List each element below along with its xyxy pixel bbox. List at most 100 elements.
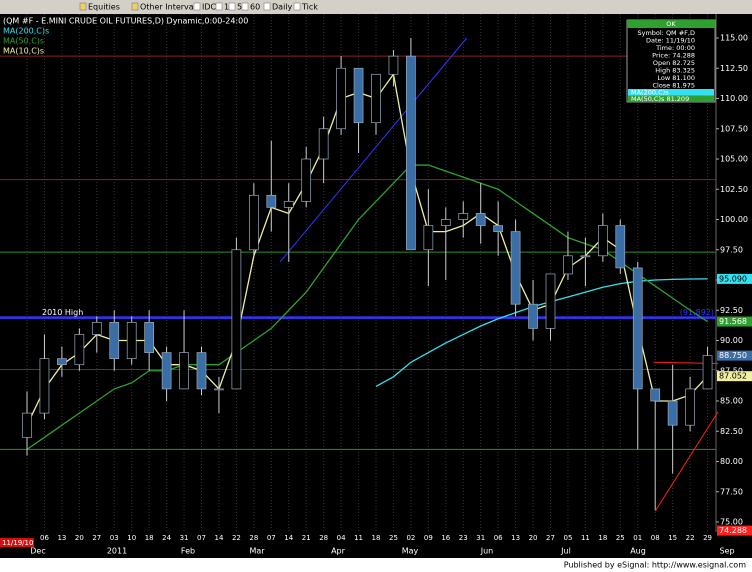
info-row: Price: 74.288 <box>652 52 695 60</box>
y-tick-label: 110.00 <box>720 94 748 103</box>
y-tick-label: 97.50 <box>720 245 743 254</box>
level-value: (91.892) <box>680 308 714 317</box>
y-tick-label: 75.00 <box>720 518 743 527</box>
candle-body <box>528 303 538 329</box>
price-badge-label: 95.090 <box>719 274 747 283</box>
x-tick-label: 16 <box>441 534 450 542</box>
x-tick-label: 25 <box>616 534 625 542</box>
x-tick-label: 14 <box>214 534 223 542</box>
candle-body <box>563 255 573 275</box>
candle-body <box>650 388 661 402</box>
price-badge-label: 87.052 <box>719 372 747 381</box>
price-badge <box>717 371 752 382</box>
level-label: 2010 High <box>42 308 83 317</box>
candle-body <box>632 267 643 390</box>
date-badge-bg <box>0 538 34 547</box>
x-tick-label: 07 <box>197 534 206 542</box>
candle-body <box>91 322 102 335</box>
x-tick-label: 04 <box>337 534 346 542</box>
toolbar-item: Tick <box>301 3 318 12</box>
info-row: Open 82.725 <box>653 59 695 67</box>
candle-body <box>161 352 172 390</box>
month-label: May <box>402 547 419 556</box>
candle-body <box>353 67 364 124</box>
y-tick-label: 92.50 <box>720 306 743 315</box>
candle-body <box>57 358 67 366</box>
x-tick-label: 10 <box>127 534 136 542</box>
candle-body <box>458 213 469 220</box>
price-badge-label: 91.568 <box>719 317 747 326</box>
y-tick-label: 82.50 <box>720 427 743 436</box>
x-tick-label: 31 <box>180 534 189 542</box>
candle-body <box>126 322 137 360</box>
x-tick-label: 02 <box>406 534 415 542</box>
x-tick-label: 27 <box>92 534 101 542</box>
x-tick-label: 18 <box>372 534 381 542</box>
month-label: Feb <box>181 547 195 556</box>
toolbar-item: 1 <box>224 3 229 12</box>
info-ma-bg <box>628 89 714 96</box>
toolbar-item: Other Intervals <box>140 3 200 12</box>
toolbar-item: Daily <box>272 3 293 12</box>
info-row: Time: 00:00 <box>655 44 695 52</box>
y-tick-label: 100.00 <box>720 215 748 224</box>
y-tick-label: 112.50 <box>720 64 748 73</box>
price-badge <box>717 273 752 284</box>
x-tick-label: 05 <box>563 534 572 542</box>
candle-body <box>388 55 399 75</box>
x-tick-label: 28 <box>249 534 258 542</box>
info-ma-row: MA(200,C)s <box>631 88 669 96</box>
x-tick-label: 01 <box>633 534 642 542</box>
month-label: Dec <box>30 547 45 556</box>
x-tick-label: 14 <box>284 534 293 542</box>
info-box-bg <box>626 19 716 103</box>
footer: Published by eSignal: http://www.esignal… <box>564 561 747 570</box>
x-tick-label: 09 <box>424 534 433 542</box>
plot <box>22 37 719 512</box>
info-row: Close 81.975 <box>652 82 695 90</box>
y-tick-label: 87.50 <box>720 366 743 375</box>
candle-body <box>144 322 154 353</box>
toolbar-icon <box>193 2 201 11</box>
chart-title: (QM #F - E.MINI CRUDE OIL FUTURES,D) Dyn… <box>3 17 248 26</box>
info-row: Low 81.100 <box>657 74 695 82</box>
info-row: High 83.325 <box>655 67 695 75</box>
candle-body <box>109 322 120 360</box>
candle-body <box>406 55 416 251</box>
x-tick-label: 22 <box>232 534 241 542</box>
price-badge <box>717 350 752 361</box>
candle-body <box>440 219 451 226</box>
toolbar-item: 60 <box>250 3 260 12</box>
x-tick-label: 27 <box>546 534 555 542</box>
candle-body <box>249 194 259 251</box>
x-tick-label: 03 <box>110 534 119 542</box>
toolbar-icon <box>131 2 139 11</box>
candle-body <box>615 225 626 269</box>
month-label: Mar <box>249 547 265 556</box>
x-tick-label: 11 <box>581 534 590 542</box>
candle-body <box>597 225 608 257</box>
candle-body <box>371 73 381 124</box>
toolbar-item: IDC <box>202 3 217 12</box>
toolbar <box>0 0 752 14</box>
y-tick-label: 80.00 <box>720 457 743 466</box>
toolbar-items: Equities Other Intervals IDC 1 5 60 Daily Tick <box>79 2 318 12</box>
candle-body <box>702 355 713 390</box>
x-tick-label: 23 <box>459 534 468 542</box>
candle-body <box>283 201 294 208</box>
candle-body <box>510 231 521 305</box>
info-row: Symbol: QM #F,D <box>637 29 695 37</box>
price-badge-label: 74.288 <box>719 526 747 535</box>
x-tick-label: 21 <box>302 534 311 542</box>
y-tick-label: 107.50 <box>720 124 748 133</box>
info-row: Date: 11/19/10 <box>646 37 695 45</box>
price-badge <box>717 316 752 327</box>
info-box-title: OK <box>666 20 676 28</box>
candle-body <box>493 225 503 232</box>
x-tick-label: 20 <box>75 534 84 542</box>
x-tick-label: 07 <box>267 534 276 542</box>
candle-body <box>179 352 189 390</box>
toolbar-icon <box>228 2 236 11</box>
date-badge: 11/19/10 <box>2 539 33 547</box>
